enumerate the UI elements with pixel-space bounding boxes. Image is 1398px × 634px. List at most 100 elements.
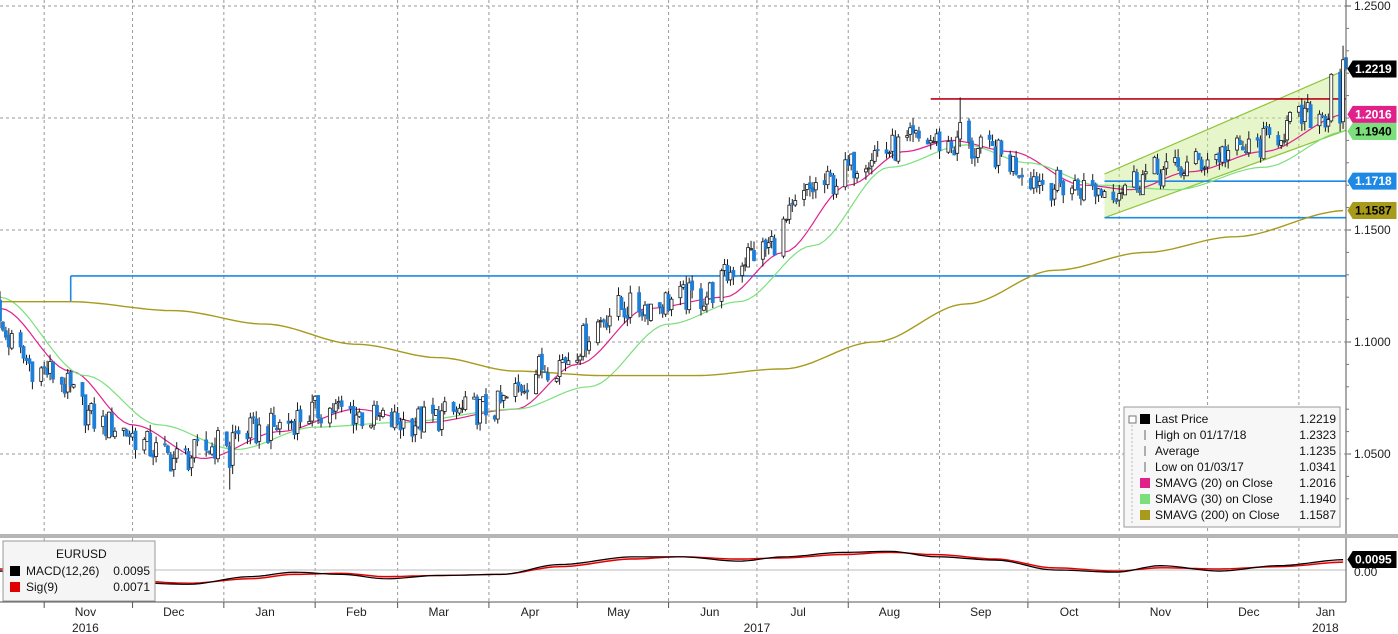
candle-body <box>1134 172 1139 191</box>
candle-body <box>154 442 159 457</box>
price-tag-label: 1.1940 <box>1355 124 1392 138</box>
legend-swatch <box>1140 414 1150 424</box>
candle-body <box>749 248 753 250</box>
candle-body <box>333 403 338 412</box>
candle-body <box>719 270 724 302</box>
price-tag: 1.2219 <box>1347 60 1397 78</box>
macd-tag: 0.0095 <box>1347 551 1397 569</box>
y-tick-label: 1.1000 <box>1354 335 1391 349</box>
candle-body <box>9 333 14 349</box>
candle-body <box>813 182 818 191</box>
candle-body <box>622 308 627 318</box>
candle-body <box>931 141 936 143</box>
price-tag: 1.2016 <box>1347 105 1397 123</box>
candle-body <box>1226 150 1231 161</box>
legend-swatch <box>1140 494 1150 504</box>
candle-body <box>704 296 709 305</box>
candle-body <box>163 443 167 446</box>
legend-value: 1.1235 <box>1299 444 1336 458</box>
candle-body <box>1205 159 1210 168</box>
legend-collapse-icon <box>1128 415 1137 424</box>
candle-body <box>999 140 1004 155</box>
y-tick-label: 1.0500 <box>1354 447 1391 461</box>
candle-body <box>71 384 76 388</box>
candle-body <box>422 406 427 433</box>
candle-body <box>887 152 892 155</box>
candle-body <box>395 412 400 425</box>
candle-body <box>575 359 580 363</box>
candle-body <box>68 371 73 387</box>
candle-body <box>1155 158 1160 175</box>
candle-body <box>766 242 771 248</box>
candle-body <box>1317 113 1322 127</box>
candle-body <box>401 419 406 429</box>
candle-body <box>0 299 2 322</box>
candle-body <box>1081 180 1086 201</box>
candle-body <box>42 366 47 369</box>
candle-body <box>513 383 518 397</box>
candle-body <box>1140 174 1145 196</box>
legend-label: Low on 01/03/17 <box>1155 460 1244 474</box>
candle-body <box>1 321 5 331</box>
price-tag-label: 1.2219 <box>1355 62 1392 76</box>
candle-body <box>1058 169 1063 184</box>
candle-body <box>92 403 97 429</box>
candle-body <box>124 429 129 437</box>
macd-legend-label: MACD(12,26) <box>26 564 99 578</box>
macd-line <box>0 550 1344 585</box>
candle-body <box>669 298 674 310</box>
candle-body <box>1161 169 1166 187</box>
candle-body <box>911 125 915 134</box>
year-label: 2016 <box>72 621 99 634</box>
candle-body <box>1199 159 1204 171</box>
candle-body <box>955 136 960 154</box>
x-tick-label: Jan <box>1316 605 1335 619</box>
candle-body <box>595 321 600 344</box>
x-tick-label: May <box>607 605 630 619</box>
x-tick-label: Jan <box>255 605 274 619</box>
candle-body <box>975 148 980 158</box>
candle-body <box>584 323 589 351</box>
candle-body <box>195 438 200 442</box>
x-tick-label: Nov <box>1150 605 1171 619</box>
legend-box <box>1123 406 1341 528</box>
candle-body <box>752 250 756 262</box>
y-tick-label: 1.2500 <box>1354 0 1391 13</box>
candle-body <box>307 421 312 424</box>
candle-body <box>1279 140 1284 146</box>
candle-body <box>1308 104 1313 128</box>
candle-body <box>1276 135 1281 146</box>
candle-body <box>1070 187 1074 195</box>
price-tag-label: 1.1587 <box>1355 204 1392 218</box>
candle-body <box>165 445 170 454</box>
candle-body <box>451 401 456 412</box>
candle-body <box>872 150 877 162</box>
price-tag-label: 0.0095 <box>1355 553 1392 567</box>
candle-body <box>687 282 692 311</box>
candle-body <box>843 159 848 188</box>
price-tag-box <box>1347 122 1397 140</box>
candle-body <box>1288 112 1292 122</box>
candle-body <box>825 170 830 186</box>
candle-body <box>601 319 606 323</box>
candle-body <box>787 204 792 220</box>
candle-body <box>51 361 55 380</box>
candle-body <box>869 159 874 167</box>
price-tag: 1.1718 <box>1347 172 1397 190</box>
macd-legend-label: Sig(9) <box>26 580 58 594</box>
candle-body <box>380 409 385 418</box>
candle-body <box>884 149 889 154</box>
candle-body <box>519 385 524 392</box>
candle-body <box>1176 157 1181 168</box>
channel-upper-line <box>1104 69 1347 175</box>
macd-legend-value: 0.0095 <box>113 564 150 578</box>
candle-body <box>990 140 995 146</box>
price-tags: 1.2219 1.2016 1.1940 1.1718 1.1587 0.0095 <box>1347 60 1397 569</box>
legend-value: 1.1940 <box>1299 492 1336 506</box>
x-tick-label: Mar <box>429 605 450 619</box>
candle-body <box>987 134 992 140</box>
candle-body <box>327 407 332 424</box>
candle-body <box>831 174 836 195</box>
candle-body <box>702 305 706 311</box>
candle-body <box>781 218 786 257</box>
